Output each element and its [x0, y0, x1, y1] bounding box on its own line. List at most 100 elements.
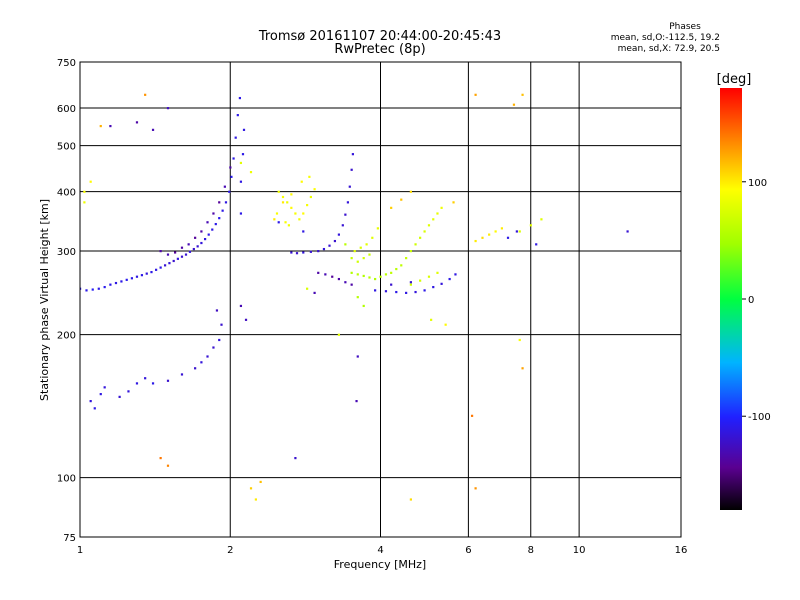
data-point [196, 245, 199, 248]
data-point [436, 271, 439, 274]
data-point [151, 128, 155, 131]
data-point [313, 188, 316, 191]
data-point [350, 168, 353, 171]
data-point [337, 233, 341, 236]
x-tick-label: 10 [573, 545, 586, 556]
data-point [353, 250, 356, 253]
y-tick-label: 600 [57, 104, 76, 115]
data-point [300, 180, 303, 183]
data-point [173, 251, 177, 254]
y-axis-ticks: 75 100 200 300 400 500 600 750 [57, 58, 76, 544]
data-point [277, 221, 280, 224]
data-point [494, 230, 497, 233]
data-point [127, 390, 130, 393]
data-points [80, 93, 629, 501]
data-point [365, 243, 368, 246]
data-point [395, 267, 398, 271]
data-point [409, 190, 412, 193]
data-point [99, 393, 102, 396]
data-point [83, 190, 86, 193]
data-point [409, 281, 412, 284]
data-point [328, 244, 331, 247]
data-point [207, 233, 210, 236]
data-point [172, 259, 175, 263]
data-point [515, 230, 518, 233]
data-point [474, 487, 477, 490]
data-point [409, 250, 412, 253]
data-point [384, 273, 388, 276]
data-point [194, 236, 197, 239]
data-point [281, 201, 285, 204]
data-point [405, 257, 408, 260]
data-point [125, 278, 128, 281]
x-tick-label: 2 [227, 545, 233, 556]
data-point [368, 253, 371, 256]
data-point [440, 282, 443, 285]
data-point [350, 257, 353, 260]
data-point [362, 274, 365, 278]
data-point [194, 367, 197, 370]
data-point [436, 212, 439, 215]
data-point [200, 361, 203, 364]
data-point [518, 338, 521, 342]
data-point [331, 275, 334, 278]
colorbar-tick-label: 0 [748, 295, 754, 306]
data-point [145, 272, 148, 275]
data-point [521, 93, 524, 96]
data-point [200, 241, 203, 245]
data-point [409, 283, 412, 286]
data-point [362, 304, 365, 308]
data-point [384, 290, 388, 293]
data-point [212, 346, 215, 349]
data-point [432, 285, 435, 289]
data-point [221, 209, 224, 212]
data-point [224, 201, 228, 204]
data-point [166, 464, 170, 467]
data-point [348, 185, 351, 188]
data-point [500, 227, 504, 230]
data-point [390, 283, 393, 286]
data-point [309, 250, 312, 253]
chart-title: Tromsø 20161107 20:44:00-20:45:43 [258, 29, 502, 44]
x-tick-label: 1 [77, 545, 83, 556]
data-point [350, 271, 353, 274]
data-point [427, 275, 431, 278]
data-point [294, 456, 297, 460]
data-point [259, 480, 262, 484]
data-point [180, 373, 184, 376]
data-point [529, 224, 532, 227]
data-point [344, 213, 347, 216]
data-point [176, 257, 179, 260]
data-point [423, 289, 426, 292]
data-point [188, 250, 192, 253]
data-point [239, 180, 243, 183]
data-point [626, 230, 629, 233]
colorbar [720, 88, 742, 510]
data-point [355, 400, 358, 403]
data-point [109, 283, 112, 286]
data-point [344, 243, 347, 246]
data-point [239, 304, 243, 308]
data-point [290, 193, 293, 196]
data-point [242, 128, 246, 131]
data-point [444, 323, 447, 326]
data-point [135, 382, 139, 385]
data-point [103, 285, 106, 289]
data-point [218, 338, 221, 342]
data-point [118, 395, 121, 398]
data-point [166, 253, 170, 256]
data-point [400, 264, 403, 267]
data-point [281, 195, 285, 199]
data-point [223, 185, 226, 188]
phase-stats-x: mean, sd,X: 72.9, 20.5 [617, 44, 720, 54]
data-point [206, 221, 209, 224]
y-axis-label: Stationary phase Virtual Height [km] [38, 199, 51, 401]
data-point [168, 262, 171, 265]
data-point [241, 153, 245, 156]
data-point [395, 290, 398, 294]
phase-stats-title: Phases [669, 22, 701, 32]
data-point [454, 273, 457, 276]
data-point [346, 201, 350, 204]
y-tick-label: 750 [57, 58, 76, 69]
